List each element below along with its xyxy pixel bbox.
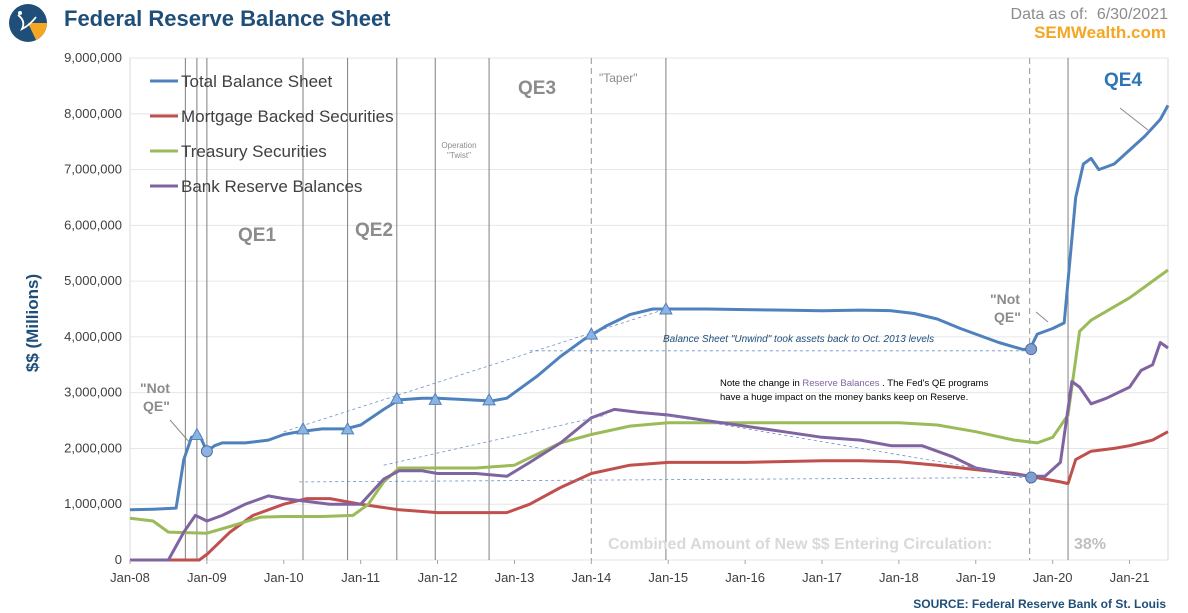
series-layer (129, 104, 1170, 562)
trend-dashed-line (383, 414, 607, 466)
x-tick-label: Jan-09 (187, 570, 227, 585)
not-qe-left-line2: QE" (143, 398, 170, 414)
x-axis: Jan-08 Jan-09 Jan-10 Jan-11 Jan-12 Jan-13 Jan-… (110, 560, 1149, 585)
qe-marker-triangle (296, 421, 310, 435)
unwind-note: Balance Sheet "Unwind" took assets back … (663, 334, 934, 345)
series-line-reserves (130, 341, 1169, 562)
qe-marker-triangle (389, 391, 404, 404)
qe3-label: QE3 (518, 78, 556, 99)
not-qe-right-line2: QE" (994, 309, 1021, 325)
x-tick-label: Jan-19 (956, 570, 996, 585)
x-tick-label: Jan-21 (1110, 570, 1150, 585)
x-tick-label: Jan-13 (495, 570, 535, 585)
markers (190, 301, 1038, 484)
x-tick-label: Jan-20 (1033, 570, 1073, 585)
qe4-label: QE4 (1104, 70, 1142, 91)
legend-label-total: Total Balance Sheet (181, 72, 332, 91)
event-lines (184, 58, 1069, 560)
semwealth-logo-icon (9, 4, 47, 42)
annotations: QE1 QE2 QE3 QE4 "Taper" Operation "Twist… (140, 70, 1149, 553)
trend-dashed-line (299, 477, 1032, 483)
reserve-note-suffix: . The Fed's QE programs (880, 378, 989, 389)
trend-dashed-line (665, 414, 1032, 478)
qe1-label: QE1 (238, 225, 276, 246)
y-tick-label: 6,000,000 (64, 217, 122, 232)
combined-amount-label: Combined Amount of New $$ Entering Circu… (608, 536, 992, 553)
x-tick-label: Jan-15 (648, 570, 688, 585)
x-tick-label: Jan-18 (879, 570, 919, 585)
reserve-note-prefix: Note the change in (720, 378, 802, 389)
qe2-label: QE2 (355, 220, 393, 241)
x-tick-label: Jan-12 (418, 570, 458, 585)
series-line-total (129, 104, 1170, 512)
not-qe-left-pointer (169, 419, 191, 444)
brand-link[interactable]: SEMWealth.com (1034, 23, 1166, 42)
x-tick-label: Jan-17 (802, 570, 842, 585)
y-tick-label: 5,000,000 (64, 273, 122, 288)
y-tick-label: 2,000,000 (64, 440, 122, 455)
x-tick-label: Jan-16 (725, 570, 765, 585)
not-qe-right-line1: "Not (990, 291, 1020, 307)
qe4-pointer (1119, 107, 1149, 131)
y-tick-label: 0 (115, 552, 122, 567)
y-tick-label: 8,000,000 (64, 106, 122, 121)
legend-label-treasury: Treasury Securities (181, 142, 327, 161)
reserve-note-line2: have a huge impact on the money banks ke… (720, 392, 968, 403)
qe-marker-triangle (190, 427, 204, 440)
data-as-of-label: Data as of: (1010, 6, 1088, 23)
series-line-treasury (129, 268, 1169, 535)
trend-dashed-line (283, 308, 667, 433)
page-title: Federal Reserve Balance Sheet (64, 6, 391, 31)
marker-circle (1025, 343, 1038, 356)
x-tick-label: Jan-08 (110, 570, 150, 585)
y-tick-label: 7,000,000 (64, 162, 122, 177)
x-tick-label: Jan-10 (264, 570, 304, 585)
not-qe-left-line1: "Not (140, 380, 170, 396)
x-tick-label: Jan-14 (571, 570, 611, 585)
legend-label-mbs: Mortgage Backed Securities (181, 107, 394, 126)
twist-label-line1: Operation (441, 141, 476, 150)
qe-marker-triangle (482, 392, 496, 406)
data-as-of-date: 6/30/2021 (1096, 6, 1168, 23)
x-tick-label: Jan-11 (341, 570, 380, 585)
legend: Total Balance Sheet Mortgage Backed Secu… (150, 72, 394, 196)
y-tick-label: 4,000,000 (64, 329, 122, 344)
reserve-note-highlight: Reserve Balances (802, 378, 879, 389)
y-tick-label: 3,000,000 (64, 385, 122, 400)
twist-label-line2: "Twist" (447, 151, 471, 160)
source-note: SOURCE: Federal Reserve Bank of St. Loui… (913, 597, 1166, 611)
y-tick-label: 9,000,000 (64, 50, 122, 65)
marker-circle (200, 445, 213, 458)
data-as-of: Data as of: 6/30/2021 (1011, 6, 1168, 24)
legend-label-reserves: Bank Reserve Balances (181, 177, 362, 196)
y-axis: 0 1,000,000 2,000,000 3,000,000 4,000,000 5,0… (64, 50, 122, 567)
taper-label: "Taper" (599, 71, 638, 85)
combined-amount-value: 38% (1074, 536, 1106, 553)
y-tick-label: 1,000,000 (64, 496, 122, 511)
y-axis-label: $$ (Millions) (23, 274, 42, 372)
qe-marker-triangle (659, 301, 673, 315)
not-qe-right-pointer (1035, 311, 1049, 323)
qe-marker-triangle (340, 421, 355, 435)
reserve-note-line1: Note the change in Reserve Balances . Th… (720, 378, 989, 389)
qe-marker-triangle (428, 392, 443, 405)
